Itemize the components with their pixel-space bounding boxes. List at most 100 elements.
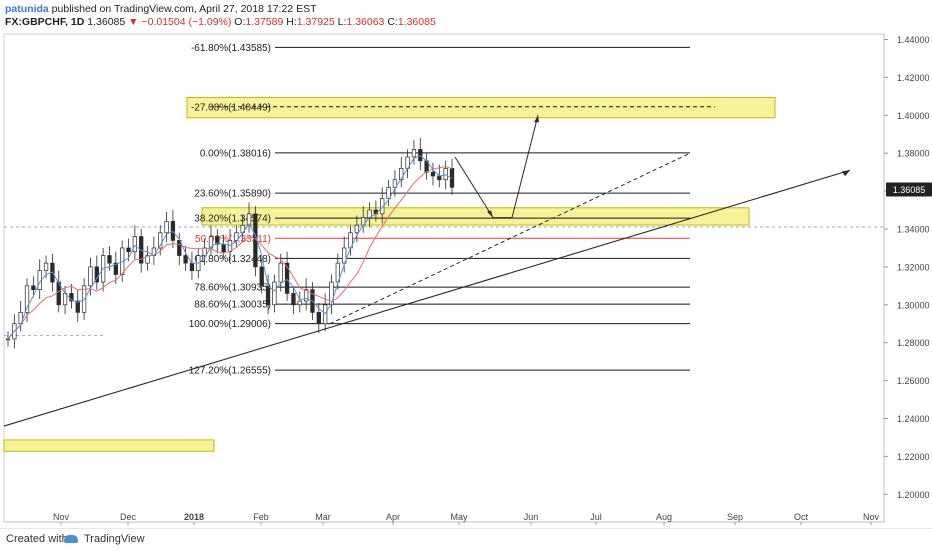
projection-arrowhead-down — [487, 210, 493, 218]
highlight-zone — [3, 439, 215, 452]
fib-level-label: 100.00%(1.29006) — [189, 319, 271, 330]
candle-body — [215, 236, 220, 245]
x-tick-label: Feb — [253, 512, 269, 522]
trendline-solid — [3, 169, 851, 427]
candle-body — [177, 240, 182, 256]
candle-body — [430, 171, 436, 177]
last-price-badge-label: 1.36085 — [893, 185, 926, 195]
y-tick-label: 1.34000 — [897, 225, 930, 235]
created-with-text: Created with — [6, 533, 68, 545]
candle-body — [246, 213, 252, 226]
fib-level-label: 0.00%(1.38016) — [200, 148, 271, 159]
x-tick-label: 2018 — [184, 512, 204, 522]
y-tick-label: 1.42000 — [897, 73, 930, 83]
y-tick-label: 1.20000 — [897, 490, 930, 500]
moving-average-fast — [7, 155, 453, 340]
author-link[interactable]: patunida — [5, 3, 49, 15]
candle-body — [56, 281, 61, 306]
candle-body — [202, 247, 207, 256]
open-value: 1.37589 — [245, 16, 284, 28]
candle-body — [69, 293, 74, 302]
fib-level-label: 23.60%(1.35890) — [194, 189, 271, 200]
fib-level-label: 50.00%(1.33511) — [195, 234, 271, 245]
candle-body — [75, 300, 80, 313]
close-value: 1.36085 — [397, 16, 436, 28]
x-tick-label: Nov — [863, 512, 880, 522]
candle-body — [132, 236, 138, 253]
candle-body — [291, 293, 296, 306]
last-price: 1.36085 — [87, 16, 126, 28]
x-tick-label: Sep — [727, 512, 743, 522]
tradingview-brand-link[interactable]: TradingView — [84, 533, 145, 545]
candle-body — [303, 289, 309, 302]
candle-body — [443, 168, 448, 181]
ohlc-line: FX:GBPCHF, 1D 1.36085 ▼ −0.01504 (−1.09%… — [5, 16, 436, 28]
highlight-zone — [201, 207, 750, 226]
fib-level-label: -27.08%(1.40449) — [191, 102, 271, 113]
candle-body — [316, 312, 321, 325]
projection-arrowhead-up — [534, 115, 539, 123]
candle-body — [284, 262, 290, 294]
y-tick-label: 1.30000 — [897, 300, 930, 310]
candle-body — [88, 266, 93, 287]
candle-body — [259, 266, 264, 287]
candle-body — [380, 198, 385, 215]
chart-header: patunida published on TradingView.com, A… — [0, 0, 932, 30]
highlight-zone — [186, 96, 776, 119]
candle-body — [221, 243, 226, 253]
publish-line: patunida published on TradingView.com, A… — [5, 3, 316, 15]
y-tick-label: 1.40000 — [897, 111, 930, 121]
high-value: 1.37925 — [296, 16, 335, 28]
publish-text: published on TradingView.com, April 27, … — [51, 3, 317, 15]
symbol-label[interactable]: FX:GBPCHF, 1D — [5, 16, 85, 28]
candle-body — [31, 285, 36, 290]
fib-level-label: 78.60%(1.30935) — [194, 283, 271, 294]
x-tick-label: May — [450, 512, 468, 522]
price-chart[interactable]: 1.440001.420001.400001.380001.360001.340… — [0, 30, 932, 525]
close-label: C: — [387, 16, 398, 28]
candle-body — [297, 300, 302, 306]
candles-group — [5, 138, 455, 349]
fib-level-label: 61.80%(1.32448) — [194, 254, 271, 265]
candle-body — [189, 262, 195, 272]
x-tick-label: Aug — [656, 512, 672, 522]
cloud-icon — [64, 535, 78, 543]
candle-body — [437, 175, 442, 181]
x-tick-label: Jul — [590, 512, 602, 522]
trendline-dashed — [329, 152, 691, 325]
candle-body — [126, 247, 131, 253]
open-label: O: — [234, 16, 246, 28]
y-tick-label: 1.44000 — [897, 35, 930, 45]
candle-body — [5, 338, 11, 341]
fib-level-label: 38.20%(1.34574) — [194, 214, 271, 225]
fib-level-label: 88.60%(1.30035) — [194, 300, 271, 311]
candle-body — [183, 255, 188, 264]
candle-body — [24, 285, 30, 313]
candle-body — [272, 281, 277, 306]
candle-body — [418, 149, 423, 162]
fib-level-label: -61.80%(1.43585) — [191, 43, 271, 54]
x-tick-label: Apr — [386, 512, 400, 522]
candle-body — [234, 232, 239, 241]
y-tick-label: 1.28000 — [897, 338, 930, 348]
candle-body — [278, 262, 283, 283]
x-tick-label: Mar — [315, 512, 331, 522]
x-tick-label: Jun — [524, 512, 539, 522]
high-label: H: — [286, 16, 297, 28]
projection-path — [454, 115, 539, 219]
fib-level-label: 127.20%(1.26555) — [189, 366, 271, 377]
y-tick-label: 1.24000 — [897, 414, 930, 424]
x-tick-label: Dec — [120, 512, 137, 522]
candle-body — [107, 255, 112, 264]
candle-body — [354, 224, 360, 234]
candle-body — [170, 221, 176, 241]
low-label: L: — [337, 16, 347, 28]
candle-body — [113, 262, 118, 275]
low-value: 1.36063 — [346, 16, 385, 28]
candle-body — [43, 262, 49, 272]
candle-body — [392, 179, 398, 188]
candle-body — [329, 281, 334, 306]
candle-body — [411, 149, 417, 158]
candle-body — [265, 285, 271, 306]
x-tick-label: Nov — [53, 512, 70, 522]
